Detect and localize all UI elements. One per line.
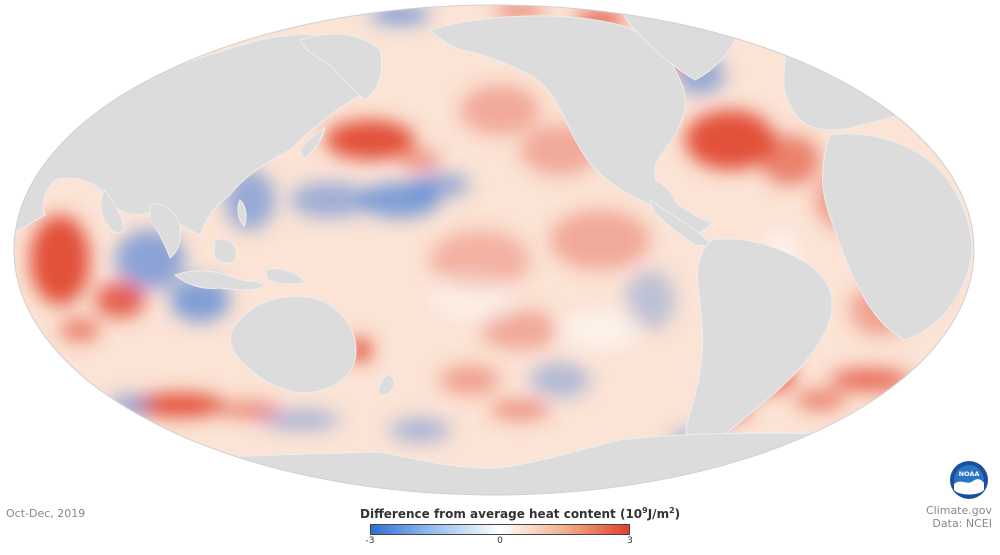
noaa-logo-icon: NOAA	[949, 460, 989, 500]
legend-unit: (109J/m2)	[619, 506, 681, 521]
anomaly-blob	[460, 85, 540, 135]
anomaly-blob	[108, 395, 152, 415]
map-canvas	[13, 4, 975, 496]
color-legend: Difference from average heat content (10…	[360, 506, 680, 547]
land-new-zealand	[377, 374, 395, 396]
anomaly-blob	[290, 182, 370, 218]
land-ne-asia	[299, 33, 383, 101]
legend-unit-exp: 9	[642, 506, 648, 515]
legend-tick-mid: 0	[497, 536, 503, 546]
land-asia-west	[14, 34, 365, 236]
legend-unit-base: (10	[619, 507, 643, 521]
legend-ticks: -3 0 3	[366, 535, 633, 547]
anomaly-blob	[170, 278, 230, 322]
legend-title-text: Difference from average heat content	[360, 507, 616, 521]
land-africa	[822, 133, 973, 341]
land-new-guinea	[264, 268, 306, 285]
anomaly-blob	[480, 310, 560, 350]
land-borneo	[213, 238, 237, 264]
land-philippines	[237, 199, 247, 227]
credit: Climate.gov Data: NCEI	[926, 504, 992, 530]
legend-unit-mid: J/m	[647, 507, 670, 521]
anomaly-blob	[760, 135, 820, 185]
heat-content-map	[13, 4, 975, 496]
land-japan	[299, 126, 326, 159]
legend-unit-end: )	[674, 507, 681, 521]
anomaly-blob	[30, 215, 90, 305]
anomaly-blob	[390, 418, 450, 442]
credit-data: Data: NCEI	[932, 517, 992, 530]
anomaly-blob	[95, 282, 145, 318]
anomaly-blob	[430, 230, 530, 290]
anomaly-blob	[220, 402, 280, 418]
land-indochina	[149, 203, 181, 259]
anomaly-blob	[830, 368, 910, 392]
anomaly-blob	[400, 150, 440, 170]
anomaly-blob	[430, 280, 510, 320]
anomaly-blob	[440, 365, 500, 395]
anomaly-blob	[795, 390, 845, 410]
anomaly-blob	[550, 210, 650, 270]
credit-source: Climate.gov	[925, 504, 992, 517]
anomaly-blob	[410, 173, 470, 197]
legend-tick-min: -3	[365, 536, 375, 546]
anomaly-blob	[260, 410, 340, 430]
legend-color-bar	[370, 524, 630, 535]
globe-rim	[13, 4, 975, 496]
legend-unit-exp2: 2	[669, 506, 675, 515]
date-label: Oct-Dec, 2019	[6, 507, 86, 520]
noaa-logo-text: NOAA	[959, 470, 980, 478]
anomaly-blob	[60, 318, 100, 342]
land-indonesia	[174, 270, 266, 291]
anomaly-blob	[625, 270, 675, 330]
anomaly-blob	[685, 110, 775, 170]
legend-title: Difference from average heat content (10…	[360, 506, 680, 521]
anomaly-blob	[135, 393, 225, 417]
land-europe	[783, 35, 927, 131]
anomaly-blob	[530, 362, 590, 398]
land-india	[100, 189, 126, 234]
anomaly-blob	[325, 120, 415, 160]
land-australia	[229, 295, 357, 394]
anomaly-blob	[490, 400, 550, 420]
legend-tick-max: 3	[627, 536, 633, 546]
anomaly-blob	[560, 310, 640, 350]
